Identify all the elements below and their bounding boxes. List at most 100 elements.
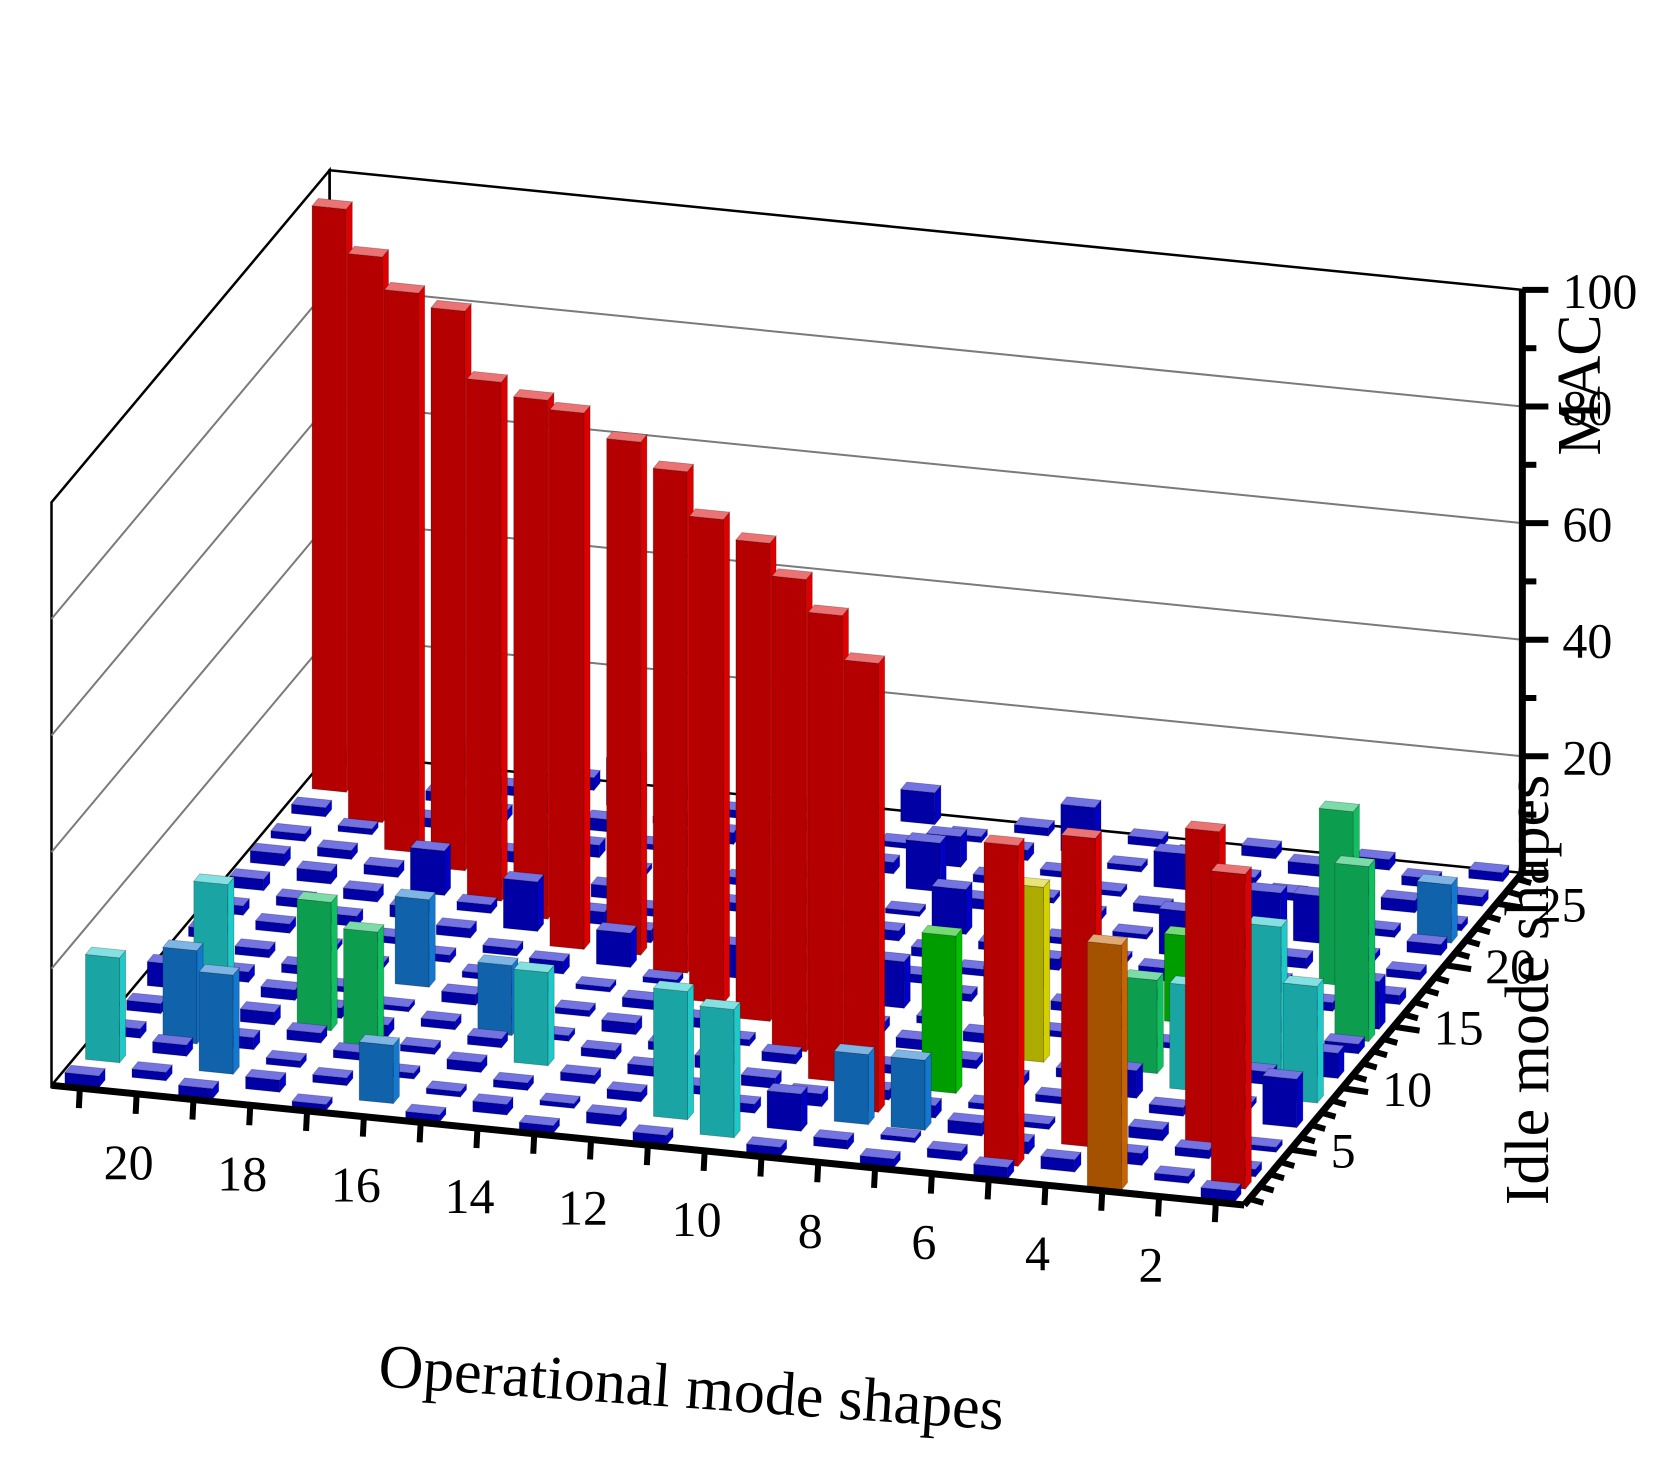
bar-top-face [833,1043,876,1056]
bar-top-face [311,1066,354,1079]
bar-top-face [342,920,385,933]
bar-top-face [466,370,509,383]
bar-background-x13-y3 [539,1092,581,1110]
bar-background-x7-y27 [1127,828,1169,849]
bar-dominant-x20-y23 [347,245,390,824]
bar-background-x15-y7 [466,1027,509,1049]
bar-background-x8-y2 [812,1129,855,1151]
bar-top-face [1184,820,1227,833]
bar-top-face [1086,933,1129,946]
bar-top-face [1127,1118,1170,1131]
bar-top-face [394,888,437,901]
x-tick-label-10: 10 [672,1191,722,1247]
bar-top-face [347,245,390,258]
bar-background-x14-y14 [595,921,638,969]
bar-background-x11-y27 [899,781,942,826]
bar-background-x19-y1 [177,1077,220,1100]
bar-background-x10-y22 [905,832,947,893]
bar-background-x6-y2 [926,1140,969,1162]
bar-top-face [1323,1032,1366,1045]
bar-side-face [723,510,730,1005]
z-tick-label-100: 100 [1562,263,1637,319]
bar-top-face [652,460,695,473]
bar-secondary-x20-y5 [162,939,204,1046]
x-tick [1098,1190,1106,1211]
bar-top-face [575,975,617,988]
bar-top-face [606,1081,648,1093]
bar-top-face [254,912,297,925]
y-tick [1248,1195,1265,1206]
bar-secondary-x15-y8 [477,954,519,1037]
bar-front-face [358,1041,394,1105]
bar-side-face [1296,1070,1304,1129]
bar-top-face [931,878,973,890]
bar-dominant-x1-y2 [1210,863,1253,1191]
bar-side-face [119,949,127,1064]
bar-front-face [549,409,585,950]
bar-top-face [1282,975,1325,987]
bar-side-face [1043,878,1051,1064]
bar-front-face [699,1005,735,1139]
bar-top-face [425,1080,468,1093]
bar-secondary-x1-y22 [1416,873,1459,945]
bar-top-face [383,281,426,294]
bar-top-face [1040,1148,1082,1161]
bar-front-face [652,467,688,974]
bar-front-face [430,307,466,872]
z-tick-label-80: 80 [1562,380,1612,436]
bar-front-face [890,1056,926,1131]
bar-background-x14-y2 [472,1093,514,1117]
z-gridline [50,285,1523,620]
bar-background-x19-y9 [260,978,302,1002]
bar-top-face [539,1092,581,1105]
bar-top-face [265,1049,308,1062]
bar-side-face [1121,936,1128,1192]
axes [51,286,1549,1223]
bar-background-x19-y17 [342,880,385,904]
bar-top-face [1334,855,1376,868]
bar-top-face [688,508,731,520]
bar-side-face [867,1046,875,1126]
bar-secondary-x14-y6 [513,961,555,1067]
bar-background-x18-y18 [409,839,452,897]
bar-background-x13-y9 [600,1012,643,1036]
bar-secondary-x4-y10 [1122,969,1165,1075]
bar-dominant-x10-y9 [771,568,814,1053]
y-tick [1320,1109,1337,1120]
bar-secondary-x8-y4 [833,1043,876,1126]
bar-top-face [363,856,405,869]
y-axis-title: Idle mode shapes [1494,775,1562,1205]
bar-background-x21-y17 [228,868,271,892]
bar-background-x9-y27 [1013,816,1056,838]
bar-top-face [64,1064,106,1077]
bar-dominant-x9-y7 [807,604,850,1084]
x-tick-label-20: 20 [104,1134,154,1190]
z-tick-label-40: 40 [1562,613,1612,669]
x-tick-label-18: 18 [217,1145,267,1201]
bar-front-face [394,895,430,988]
bar-top-face [492,1071,535,1084]
bar-dominant-x3-y1 [1086,933,1129,1192]
y-tick [1372,1048,1388,1059]
x-tick-label-2: 2 [1139,1236,1164,1292]
z-tick-label-60: 60 [1562,496,1612,552]
bar-background-x20-y20 [316,839,359,861]
bar-secondary-x7-y4 [890,1049,932,1132]
bar-background-x18-y2 [244,1068,287,1094]
bar-side-face [232,966,240,1076]
bar-top-face [337,817,379,830]
y-tick [1403,1011,1419,1022]
bar-background-x16-y6 [399,1036,442,1056]
bar-background-x3-y7 [1148,1096,1191,1118]
x-tick [530,1133,538,1154]
bar-front-face [384,289,420,854]
bar-top-face [420,1010,462,1023]
y-tick [1351,1072,1368,1083]
bar-top-face [745,1136,788,1148]
bar-top-face [766,1082,809,1095]
bar-background-x20-y14 [254,912,297,935]
bar-top-face [1406,933,1448,945]
bar-top-face [1467,861,1510,874]
